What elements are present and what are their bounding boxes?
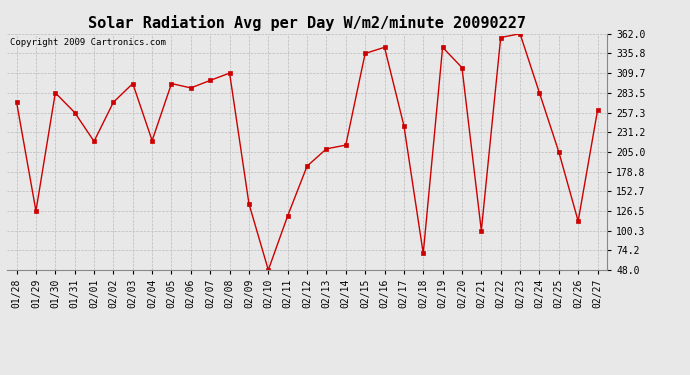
Text: Copyright 2009 Cartronics.com: Copyright 2009 Cartronics.com [10,39,166,48]
Title: Solar Radiation Avg per Day W/m2/minute 20090227: Solar Radiation Avg per Day W/m2/minute … [88,15,526,31]
